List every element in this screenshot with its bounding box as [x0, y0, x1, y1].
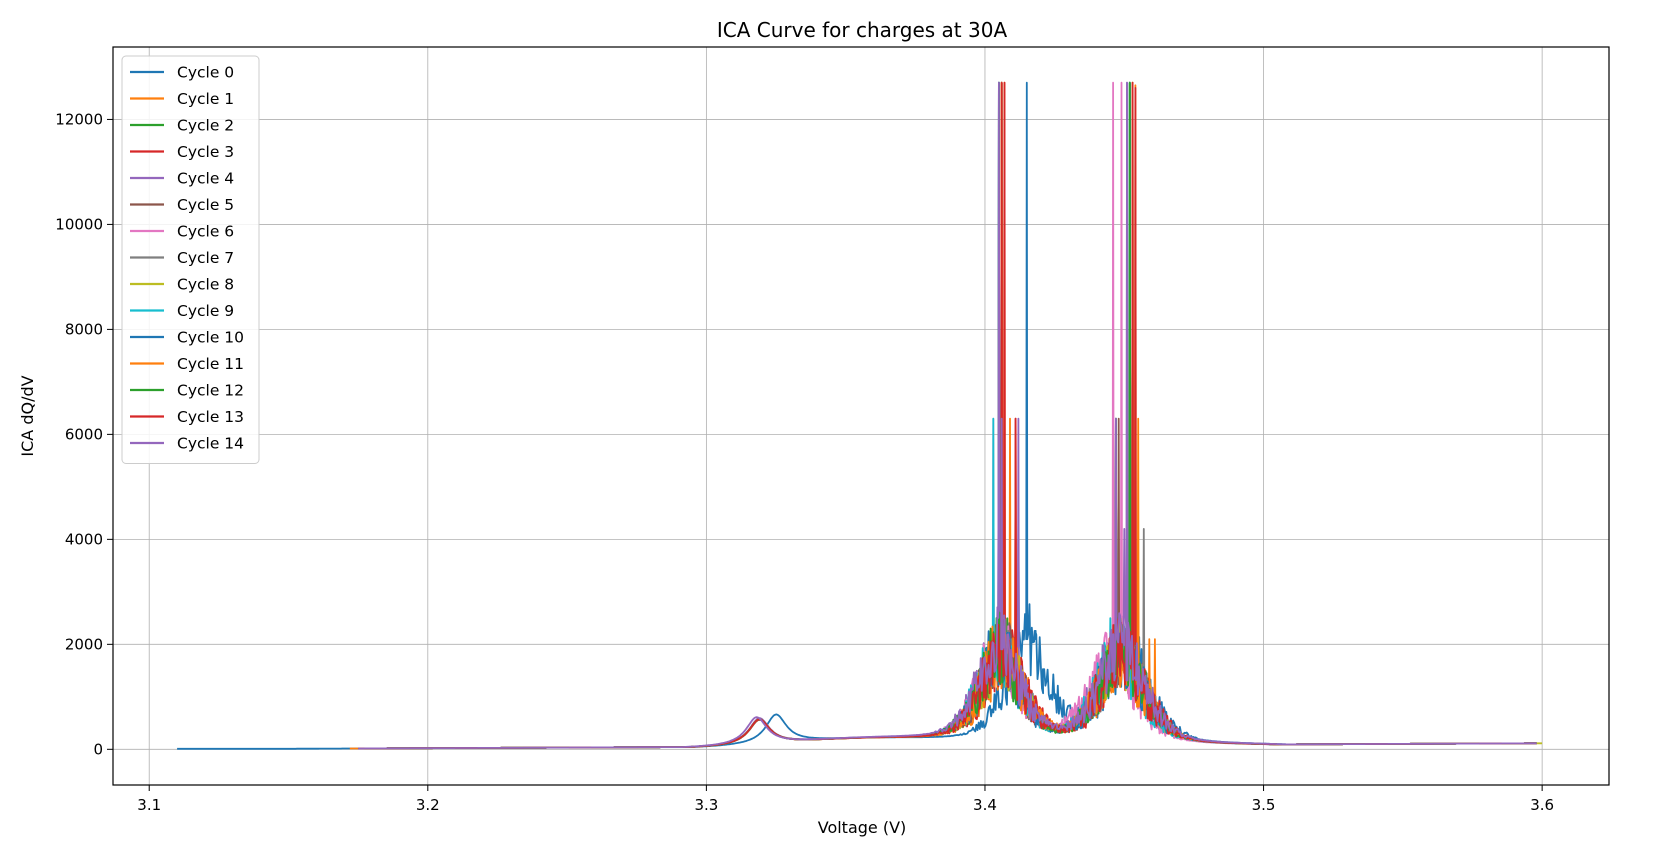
x-tick-label: 3.6	[1530, 796, 1554, 814]
x-tick-label: 3.1	[137, 796, 161, 814]
x-axis-label: Voltage (V)	[818, 818, 907, 837]
legend-label: Cycle 1	[177, 90, 234, 108]
x-tick-label: 3.5	[1252, 796, 1276, 814]
legend-label: Cycle 3	[177, 143, 234, 161]
y-tick-label: 4000	[65, 530, 103, 548]
grid	[113, 47, 1609, 785]
x-tick-label: 3.4	[973, 796, 997, 814]
legend-label: Cycle 13	[177, 408, 244, 426]
legend-label: Cycle 11	[177, 355, 244, 373]
plot-frame	[112, 46, 1610, 786]
legend-label: Cycle 6	[177, 223, 234, 241]
y-axis-label: ICA dQ/dV	[18, 375, 37, 456]
legend-label: Cycle 14	[177, 435, 244, 453]
y-axis-ticks: 0 2000 4000 6000 8000 10000 12000	[55, 110, 113, 758]
y-tick-label: 0	[93, 740, 103, 758]
x-axis-ticks: 3.1 3.2 3.3 3.4 3.5 3.6	[137, 785, 1554, 814]
y-tick-label: 2000	[65, 635, 103, 653]
legend-box	[121, 55, 260, 464]
y-tick-label: 10000	[55, 215, 103, 233]
y-tick-label: 8000	[65, 320, 103, 338]
legend-label: Cycle 9	[177, 302, 234, 320]
y-tick-label: 6000	[65, 425, 103, 443]
x-tick-label: 3.2	[416, 796, 440, 814]
legend-label: Cycle 4	[177, 170, 234, 188]
legend-label: Cycle 2	[177, 117, 234, 135]
legend-label: Cycle 5	[177, 196, 234, 214]
legend-label: Cycle 0	[177, 64, 234, 82]
legend: Cycle 0 Cycle 1 Cycle 2 Cycle 3 Cycle 4 Cycle…	[121, 55, 260, 464]
x-tick-label: 3.3	[694, 796, 718, 814]
series-line-14	[358, 81, 1537, 750]
legend-label: Cycle 7	[177, 249, 234, 267]
legend-label: Cycle 8	[177, 276, 234, 294]
legend-label: Cycle 10	[177, 329, 244, 347]
series-lines	[177, 81, 1543, 750]
y-tick-label: 12000	[55, 110, 103, 128]
legend-label: Cycle 12	[177, 382, 244, 400]
chart-title: ICA Curve for charges at 30A	[717, 18, 1008, 42]
